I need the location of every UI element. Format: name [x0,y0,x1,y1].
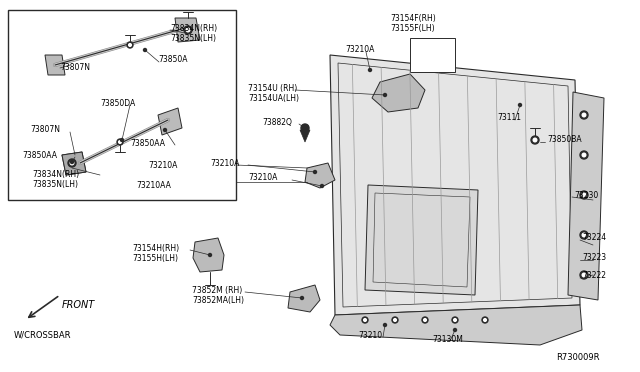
Circle shape [314,170,317,173]
Circle shape [484,319,486,321]
Bar [8,10,236,200]
Text: 73222: 73222 [582,272,606,280]
Polygon shape [62,152,86,175]
Polygon shape [568,92,604,300]
Circle shape [127,42,133,48]
Text: 73835N(LH): 73835N(LH) [32,180,78,189]
Text: 73850AA: 73850AA [130,138,165,148]
Circle shape [143,48,147,51]
Circle shape [129,44,131,46]
Circle shape [422,317,428,323]
Text: 73835N(LH): 73835N(LH) [170,33,216,42]
Circle shape [383,93,387,96]
Circle shape [580,191,588,199]
Text: 73850DA: 73850DA [100,99,135,108]
Circle shape [582,193,586,197]
Circle shape [383,324,387,327]
Polygon shape [305,163,335,188]
Text: R730009R: R730009R [556,353,600,362]
Circle shape [452,317,458,323]
Polygon shape [365,185,478,295]
Circle shape [184,26,192,34]
Circle shape [482,317,488,323]
Text: 73834N(RH): 73834N(RH) [32,170,79,179]
Circle shape [580,151,588,159]
Polygon shape [175,18,200,42]
Circle shape [582,153,586,157]
Circle shape [582,273,586,277]
Text: 73807N: 73807N [60,64,90,73]
Polygon shape [158,108,182,135]
Circle shape [369,68,371,71]
Text: 73834N(RH): 73834N(RH) [170,23,217,32]
Circle shape [533,138,537,142]
Polygon shape [410,38,455,72]
Text: 73155H(LH): 73155H(LH) [132,253,178,263]
Text: 73154UA(LH): 73154UA(LH) [248,93,299,103]
Text: 73850BA: 73850BA [547,135,582,144]
Circle shape [70,160,74,164]
Text: 73210A: 73210A [210,158,239,167]
Text: 73852M (RH): 73852M (RH) [192,285,243,295]
Circle shape [364,319,366,321]
Polygon shape [45,55,65,75]
Text: 73210AA: 73210AA [136,180,171,189]
Polygon shape [372,74,425,112]
Text: 73154F(RH): 73154F(RH) [390,13,436,22]
Circle shape [392,317,398,323]
Circle shape [580,111,588,119]
Circle shape [70,161,74,165]
Circle shape [582,113,586,117]
Circle shape [454,328,456,331]
Circle shape [68,159,76,167]
Polygon shape [62,152,86,175]
Text: 73223: 73223 [582,253,606,263]
Polygon shape [330,55,580,315]
Text: 73230: 73230 [574,190,598,199]
Circle shape [301,124,309,132]
Text: 73155F(LH): 73155F(LH) [390,23,435,32]
Text: 73210A: 73210A [248,173,277,183]
Text: 73852MA(LH): 73852MA(LH) [192,295,244,305]
Text: 73210A: 73210A [345,45,374,55]
Polygon shape [300,130,310,142]
Polygon shape [330,305,582,345]
Circle shape [582,233,586,237]
Circle shape [120,138,124,141]
Circle shape [580,231,588,239]
Text: 73850AA: 73850AA [22,151,57,160]
Text: 73882Q: 73882Q [262,118,292,126]
Circle shape [321,185,323,187]
Text: 73807N: 73807N [30,125,60,135]
Circle shape [163,128,166,131]
Text: 73210: 73210 [358,331,382,340]
Text: 73111: 73111 [497,113,521,122]
Circle shape [394,319,396,321]
Polygon shape [288,285,320,312]
Text: 73850A: 73850A [158,55,188,64]
Text: 73210A: 73210A [148,160,177,170]
Text: W/CROSSBAR: W/CROSSBAR [14,330,72,340]
Circle shape [186,28,190,32]
Polygon shape [193,238,224,272]
Text: 73224: 73224 [582,234,606,243]
Circle shape [424,319,426,321]
Circle shape [518,103,522,106]
Circle shape [362,317,368,323]
Text: FRONT: FRONT [62,300,95,310]
Circle shape [531,136,539,144]
Circle shape [454,319,456,321]
Text: 73130M: 73130M [432,336,463,344]
Text: 73154H(RH): 73154H(RH) [132,244,179,253]
Circle shape [301,296,303,299]
Circle shape [118,141,122,143]
Text: 73154U (RH): 73154U (RH) [248,83,297,93]
Circle shape [580,271,588,279]
Circle shape [209,253,211,257]
Circle shape [117,139,123,145]
